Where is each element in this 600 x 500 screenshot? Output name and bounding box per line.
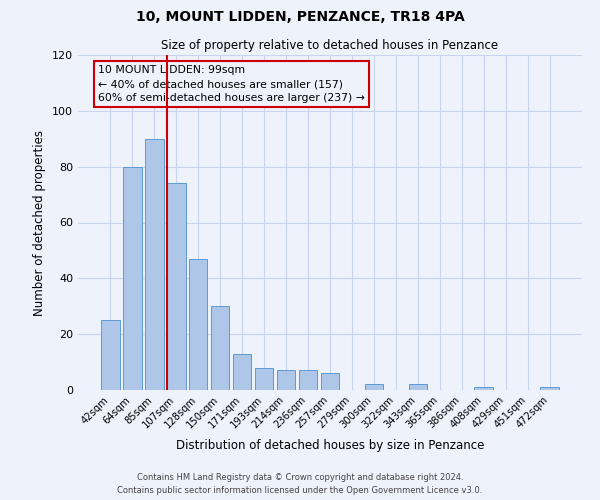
Bar: [409, 384, 427, 390]
Bar: [299, 370, 317, 390]
Bar: [189, 259, 208, 390]
Text: Contains HM Land Registry data © Crown copyright and database right 2024.
Contai: Contains HM Land Registry data © Crown c…: [118, 473, 482, 495]
Title: Size of property relative to detached houses in Penzance: Size of property relative to detached ho…: [161, 40, 499, 52]
X-axis label: Distribution of detached houses by size in Penzance: Distribution of detached houses by size …: [176, 439, 484, 452]
Text: 10, MOUNT LIDDEN, PENZANCE, TR18 4PA: 10, MOUNT LIDDEN, PENZANCE, TR18 4PA: [136, 10, 464, 24]
Bar: [277, 370, 295, 390]
Bar: [101, 320, 119, 390]
Text: 10 MOUNT LIDDEN: 99sqm
← 40% of detached houses are smaller (157)
60% of semi-de: 10 MOUNT LIDDEN: 99sqm ← 40% of detached…: [98, 65, 365, 103]
Bar: [211, 306, 229, 390]
Bar: [233, 354, 251, 390]
Bar: [365, 384, 383, 390]
Bar: [541, 387, 559, 390]
Bar: [123, 166, 142, 390]
Bar: [475, 387, 493, 390]
Bar: [320, 373, 340, 390]
Bar: [167, 184, 185, 390]
Bar: [145, 138, 164, 390]
Bar: [255, 368, 274, 390]
Y-axis label: Number of detached properties: Number of detached properties: [34, 130, 46, 316]
